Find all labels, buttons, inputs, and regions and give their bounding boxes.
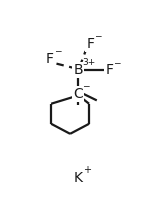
- Text: −: −: [94, 32, 102, 41]
- Text: F: F: [105, 63, 113, 77]
- Text: 3+: 3+: [82, 58, 96, 67]
- Text: K: K: [74, 171, 83, 185]
- Text: −: −: [113, 58, 121, 67]
- Text: C: C: [74, 87, 83, 101]
- Text: F: F: [86, 37, 94, 51]
- Text: +: +: [83, 165, 91, 175]
- Text: −: −: [54, 47, 61, 56]
- Text: B: B: [74, 63, 83, 77]
- Text: F: F: [46, 52, 54, 66]
- Text: −: −: [82, 82, 90, 91]
